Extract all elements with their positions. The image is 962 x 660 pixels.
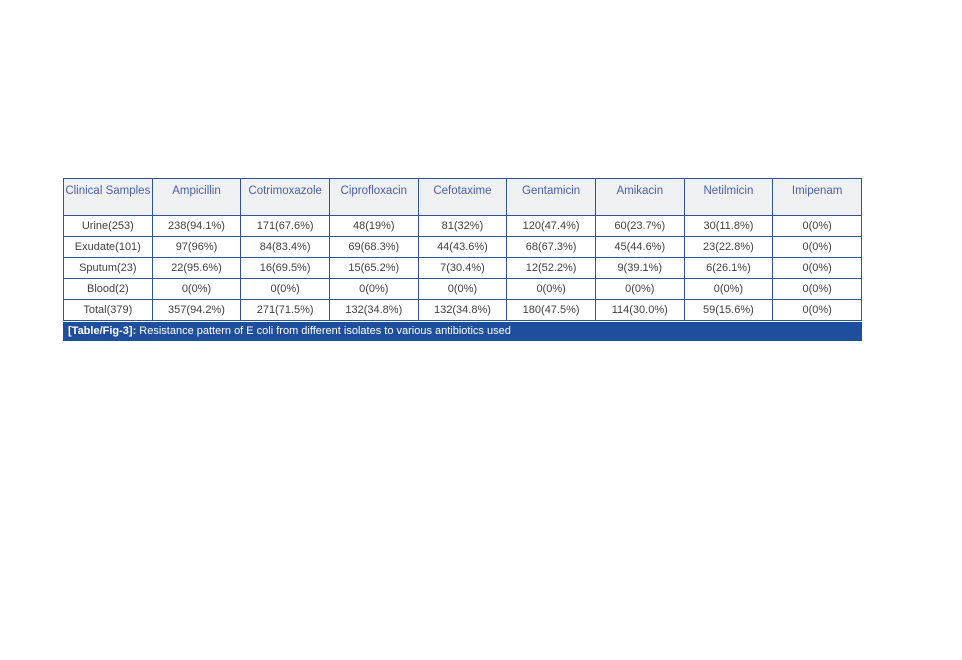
table-cell: 180(47.5%): [506, 299, 596, 321]
table-row: Blood(2) 0(0%) 0(0%) 0(0%) 0(0%) 0(0%) 0(0%) 0(…: [63, 278, 862, 300]
table-cell: 0(0%): [240, 278, 330, 300]
column-header: Cefotaxime: [417, 178, 508, 216]
table-cell: 59(15.6%): [683, 299, 774, 321]
table-cell: 0(0%): [506, 278, 596, 300]
column-header: Imipenam: [772, 178, 862, 216]
column-header: Clinical Samples: [63, 178, 153, 216]
table-cell: 357(94.2%): [151, 299, 242, 321]
row-label: Blood(2): [63, 278, 153, 300]
table-cell: 12(52.2%): [506, 257, 596, 279]
table-cell: 120(47.4%): [506, 215, 596, 237]
table-cell: 48(19%): [328, 215, 419, 237]
table-cell: 271(71.5%): [240, 299, 330, 321]
table-cell: 44(43.6%): [417, 236, 508, 258]
table-cell: 22(95.6%): [151, 257, 242, 279]
caption-label: [Table/Fig-3]:: [68, 325, 137, 337]
resistance-table: Clinical Samples Ampicillin Cotrimoxazole C…: [63, 178, 862, 321]
table-cell: 0(0%): [772, 278, 862, 300]
table-cell: 171(67.6%): [240, 215, 330, 237]
table-cell: 15(65.2%): [328, 257, 419, 279]
table-cell: 69(68.3%): [328, 236, 419, 258]
table-body: Urine(253) 238(94.1%) 171(67.6%) 48(19%) 81(…: [63, 215, 862, 321]
column-header: Ciprofloxacin: [328, 178, 419, 216]
column-header: Cotrimoxazole: [240, 178, 330, 216]
row-label: Total(379): [63, 299, 153, 321]
column-header: Ampicillin: [151, 178, 242, 216]
table-cell: 9(39.1%): [594, 257, 685, 279]
table-cell: 81(32%): [417, 215, 508, 237]
table-cell: 0(0%): [772, 215, 862, 237]
column-header: Netilmicin: [683, 178, 774, 216]
table-cell: 0(0%): [594, 278, 685, 300]
table-cell: 0(0%): [328, 278, 419, 300]
table-row: Total(379) 357(94.2%) 271(71.5%) 132(34.8%)…: [63, 299, 862, 321]
table-cell: 132(34.8%): [417, 299, 508, 321]
row-label: Urine(253): [63, 215, 153, 237]
table-cell: 16(69.5%): [240, 257, 330, 279]
table-caption: [Table/Fig-3]: Resistance pattern of E c…: [63, 322, 862, 341]
table-cell: 84(83.4%): [240, 236, 330, 258]
table-cell: 0(0%): [772, 257, 862, 279]
table-cell: 132(34.8%): [328, 299, 419, 321]
row-label: Exudate(101): [63, 236, 153, 258]
table-cell: 0(0%): [151, 278, 242, 300]
table-cell: 30(11.8%): [683, 215, 774, 237]
table-cell: 97(96%): [151, 236, 242, 258]
row-label: Sputum(23): [63, 257, 153, 279]
table-row: Urine(253) 238(94.1%) 171(67.6%) 48(19%) 81(…: [63, 215, 862, 237]
table-cell: 7(30.4%): [417, 257, 508, 279]
table-cell: 0(0%): [772, 299, 862, 321]
table-cell: 238(94.1%): [151, 215, 242, 237]
table-cell: 0(0%): [683, 278, 774, 300]
table-cell: 114(30.0%): [594, 299, 685, 321]
table-cell: 45(44.6%): [594, 236, 685, 258]
table-row: Exudate(101) 97(96%) 84(83.4%) 69(68.3%) 44(…: [63, 236, 862, 258]
table-cell: 6(26.1%): [683, 257, 774, 279]
header-row: Clinical Samples Ampicillin Cotrimoxazole C…: [63, 178, 862, 216]
table-cell: 60(23.7%): [594, 215, 685, 237]
table-cell: 68(67.3%): [506, 236, 596, 258]
column-header: Gentamicin: [506, 178, 596, 216]
column-header: Amikacin: [594, 178, 685, 216]
table-figure: Clinical Samples Ampicillin Cotrimoxazole C…: [63, 178, 862, 341]
caption-text: Resistance pattern of E coli from differ…: [136, 325, 511, 337]
table-cell: 0(0%): [417, 278, 508, 300]
table-cell: 0(0%): [772, 236, 862, 258]
table-header: Clinical Samples Ampicillin Cotrimoxazole C…: [63, 178, 862, 216]
table-row: Sputum(23) 22(95.6%) 16(69.5%) 15(65.2%) 7(3…: [63, 257, 862, 279]
table-cell: 23(22.8%): [683, 236, 774, 258]
